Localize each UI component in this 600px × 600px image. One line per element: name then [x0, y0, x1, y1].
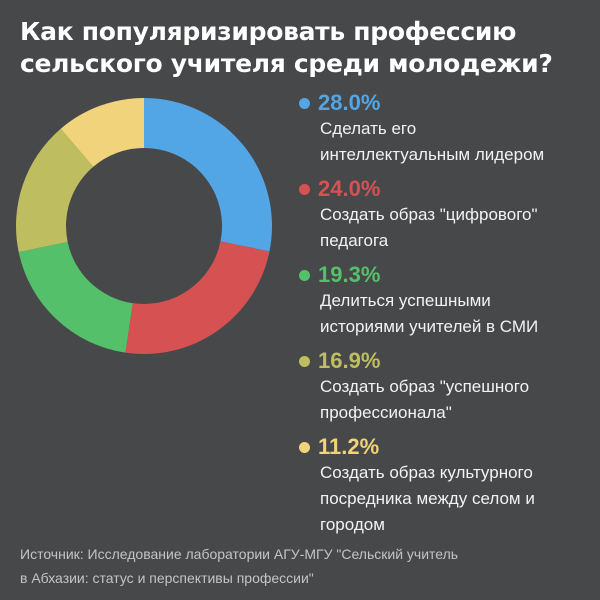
legend-label-4: Создать образ "успешного профессионала"	[320, 377, 530, 422]
donut-slice-4	[16, 128, 94, 253]
legend-dot-icon	[299, 183, 310, 195]
legend-item-3: 19.3% Делиться успешными историями учител…	[299, 262, 599, 340]
source-note: Источник: Исследование лаборатории АГУ-М…	[20, 546, 459, 586]
title-line-2: сельского учителя среди молодежи?	[20, 49, 553, 78]
legend-label-5: Создать образ культурного посредника межд…	[320, 463, 535, 534]
legend-pct-2: 24.0%	[299, 176, 599, 202]
legend-item-2: 24.0% Создать образ "цифрового" педагога	[299, 176, 599, 254]
legend-pct-3: 19.3%	[299, 262, 599, 288]
title-line-1: Как популяризировать профессию	[20, 17, 517, 46]
legend-dot-icon	[299, 355, 310, 367]
legend: 28.0% Сделать его интеллектуальным лидеро…	[299, 90, 599, 546]
legend-pct-5: 11.2%	[299, 434, 599, 460]
donut-slice-2	[125, 241, 270, 355]
legend-dot-icon	[299, 269, 310, 281]
legend-label-3: Делиться успешными историями учителей в С…	[320, 291, 539, 336]
legend-item-4: 16.9% Создать образ "успешного профессион…	[299, 348, 599, 426]
donut-slice-5	[60, 98, 144, 167]
legend-dot-icon	[299, 97, 310, 109]
legend-label-1: Сделать его интеллектуальным лидером	[320, 119, 545, 164]
legend-pct-1: 28.0%	[299, 90, 599, 116]
legend-label-2: Создать образ "цифрового" педагога	[320, 205, 538, 250]
donut-chart	[16, 98, 272, 355]
legend-item-1: 28.0% Сделать его интеллектуальным лидеро…	[299, 90, 599, 168]
legend-item-5: 11.2% Создать образ культурного посредник…	[299, 434, 599, 538]
legend-pct-4: 16.9%	[299, 348, 599, 374]
chart-title: Как популяризировать профессию сельского…	[20, 16, 590, 80]
donut-slice-1	[144, 98, 272, 252]
legend-dot-icon	[299, 441, 310, 453]
donut-slice-3	[18, 241, 133, 353]
